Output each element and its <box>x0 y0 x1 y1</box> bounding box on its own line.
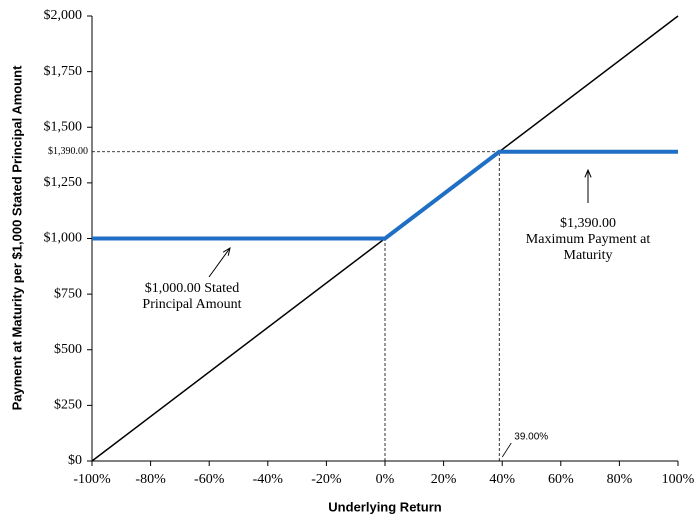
annotation: Maximum Payment at <box>526 232 651 247</box>
x-tick-label: 60% <box>548 472 574 487</box>
x-tick-label: 80% <box>607 472 633 487</box>
x-tick-label: 100% <box>662 472 695 487</box>
y-tick-label: $2,000 <box>44 8 83 23</box>
y-tick-label: $1,500 <box>44 119 83 134</box>
y-tick-label: $1,750 <box>44 64 83 79</box>
y-tick-label: $0 <box>68 453 82 468</box>
x-tick-label: 20% <box>431 472 457 487</box>
annotation-arrow <box>208 247 231 278</box>
y-marker-label: $1,390.00 <box>48 146 88 157</box>
x-tick-label: -60% <box>194 472 225 487</box>
y-axis-title: Payment at Maturity per $1,000 Stated Pr… <box>9 65 24 411</box>
y-tick-label: $1,250 <box>44 175 83 190</box>
y-tick-label: $1,000 <box>44 231 83 246</box>
annotation: $1,000.00 Stated <box>145 281 240 296</box>
x-tick-label: -40% <box>253 472 284 487</box>
x-tick-label: -80% <box>135 472 166 487</box>
annotation: Principal Amount <box>142 297 241 312</box>
x-tick-label: 0% <box>376 472 395 487</box>
arrow-head <box>584 168 592 178</box>
x-tick-label: -100% <box>73 472 111 487</box>
annotation: Maturity <box>564 248 613 263</box>
y-tick-label: $750 <box>54 286 82 301</box>
x-tick-label: -20% <box>311 472 342 487</box>
x-axis-title: Underlying Return <box>328 499 441 514</box>
x-marker-leader <box>501 442 512 458</box>
arrow-head <box>222 246 231 256</box>
x-marker-label: 39.00% <box>514 432 548 443</box>
annotation: $1,390.00 <box>560 216 616 231</box>
x-tick-label: 40% <box>489 472 515 487</box>
line-series <box>92 149 678 241</box>
y-tick-label: $250 <box>54 398 82 413</box>
y-tick-label: $500 <box>54 342 82 357</box>
